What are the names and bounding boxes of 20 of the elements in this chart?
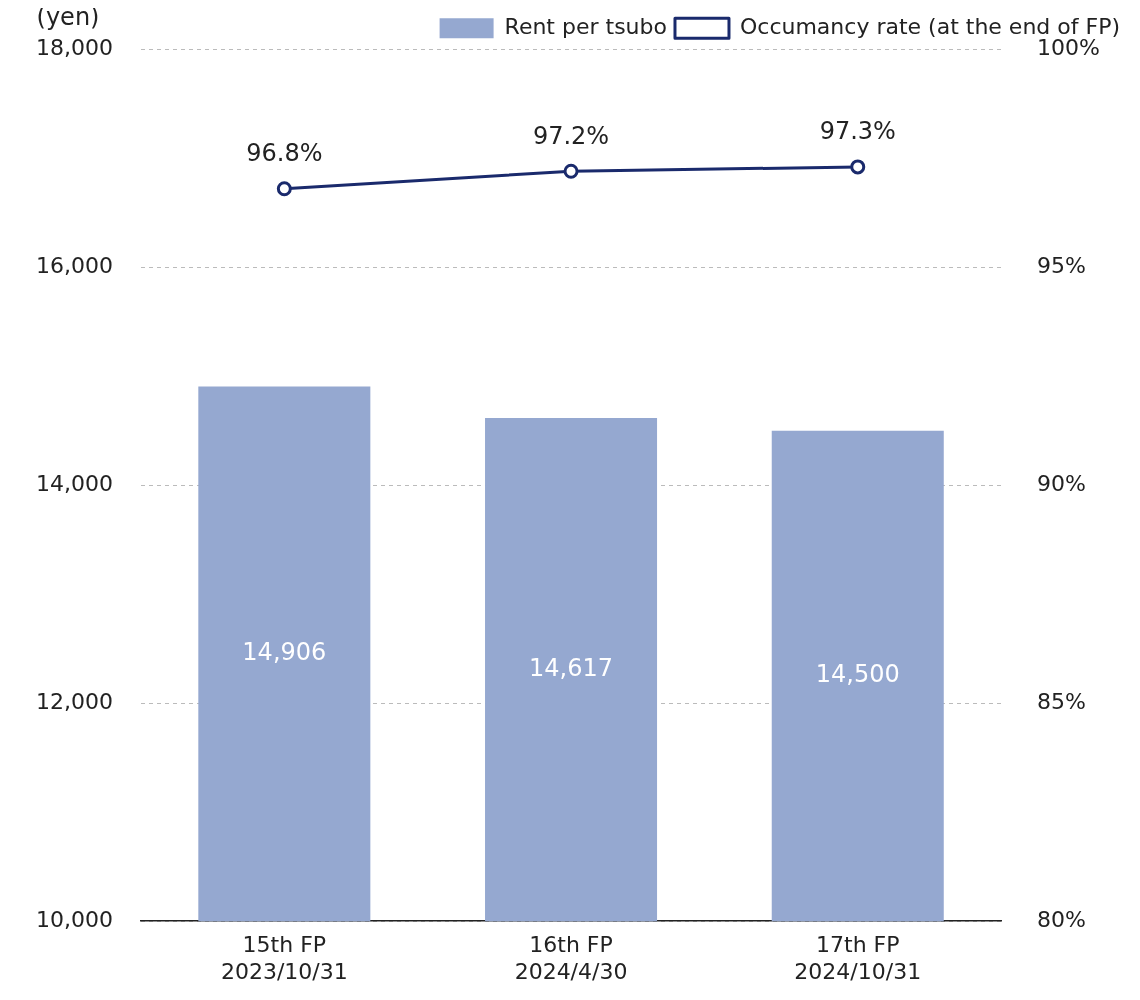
y2-tick-label: 95% (1037, 252, 1087, 278)
data-label: 14,617 (529, 653, 614, 682)
y-tick-label: 18,000 (35, 34, 113, 60)
data-label: 14,906 (242, 638, 327, 667)
y-tick-label: 12,000 (35, 688, 113, 714)
y-tick-label: 14,000 (35, 470, 113, 496)
x-tick-label: 15th FP 2023/10/31 (220, 932, 348, 984)
y2-tick-label: 80% (1037, 906, 1087, 932)
y2-tick-label: 90% (1037, 470, 1087, 496)
data-label: 14,500 (815, 660, 900, 689)
y-tick-label: 10,000 (35, 906, 113, 932)
data-label: 97.3% (819, 117, 896, 146)
y2-tick-label: 85% (1037, 688, 1087, 714)
data-label: 96.8% (246, 138, 323, 167)
x-tick-label: 17th FP 2024/10/31 (794, 932, 922, 984)
legend-label: Rent per tsubo (504, 13, 667, 39)
y-tick-label: 16,000 (35, 252, 113, 278)
data-label: 97.2% (532, 121, 610, 150)
x-tick-label: 16th FP 2024/4/30 (514, 932, 628, 984)
y-axis-title: (yen) (36, 3, 100, 32)
